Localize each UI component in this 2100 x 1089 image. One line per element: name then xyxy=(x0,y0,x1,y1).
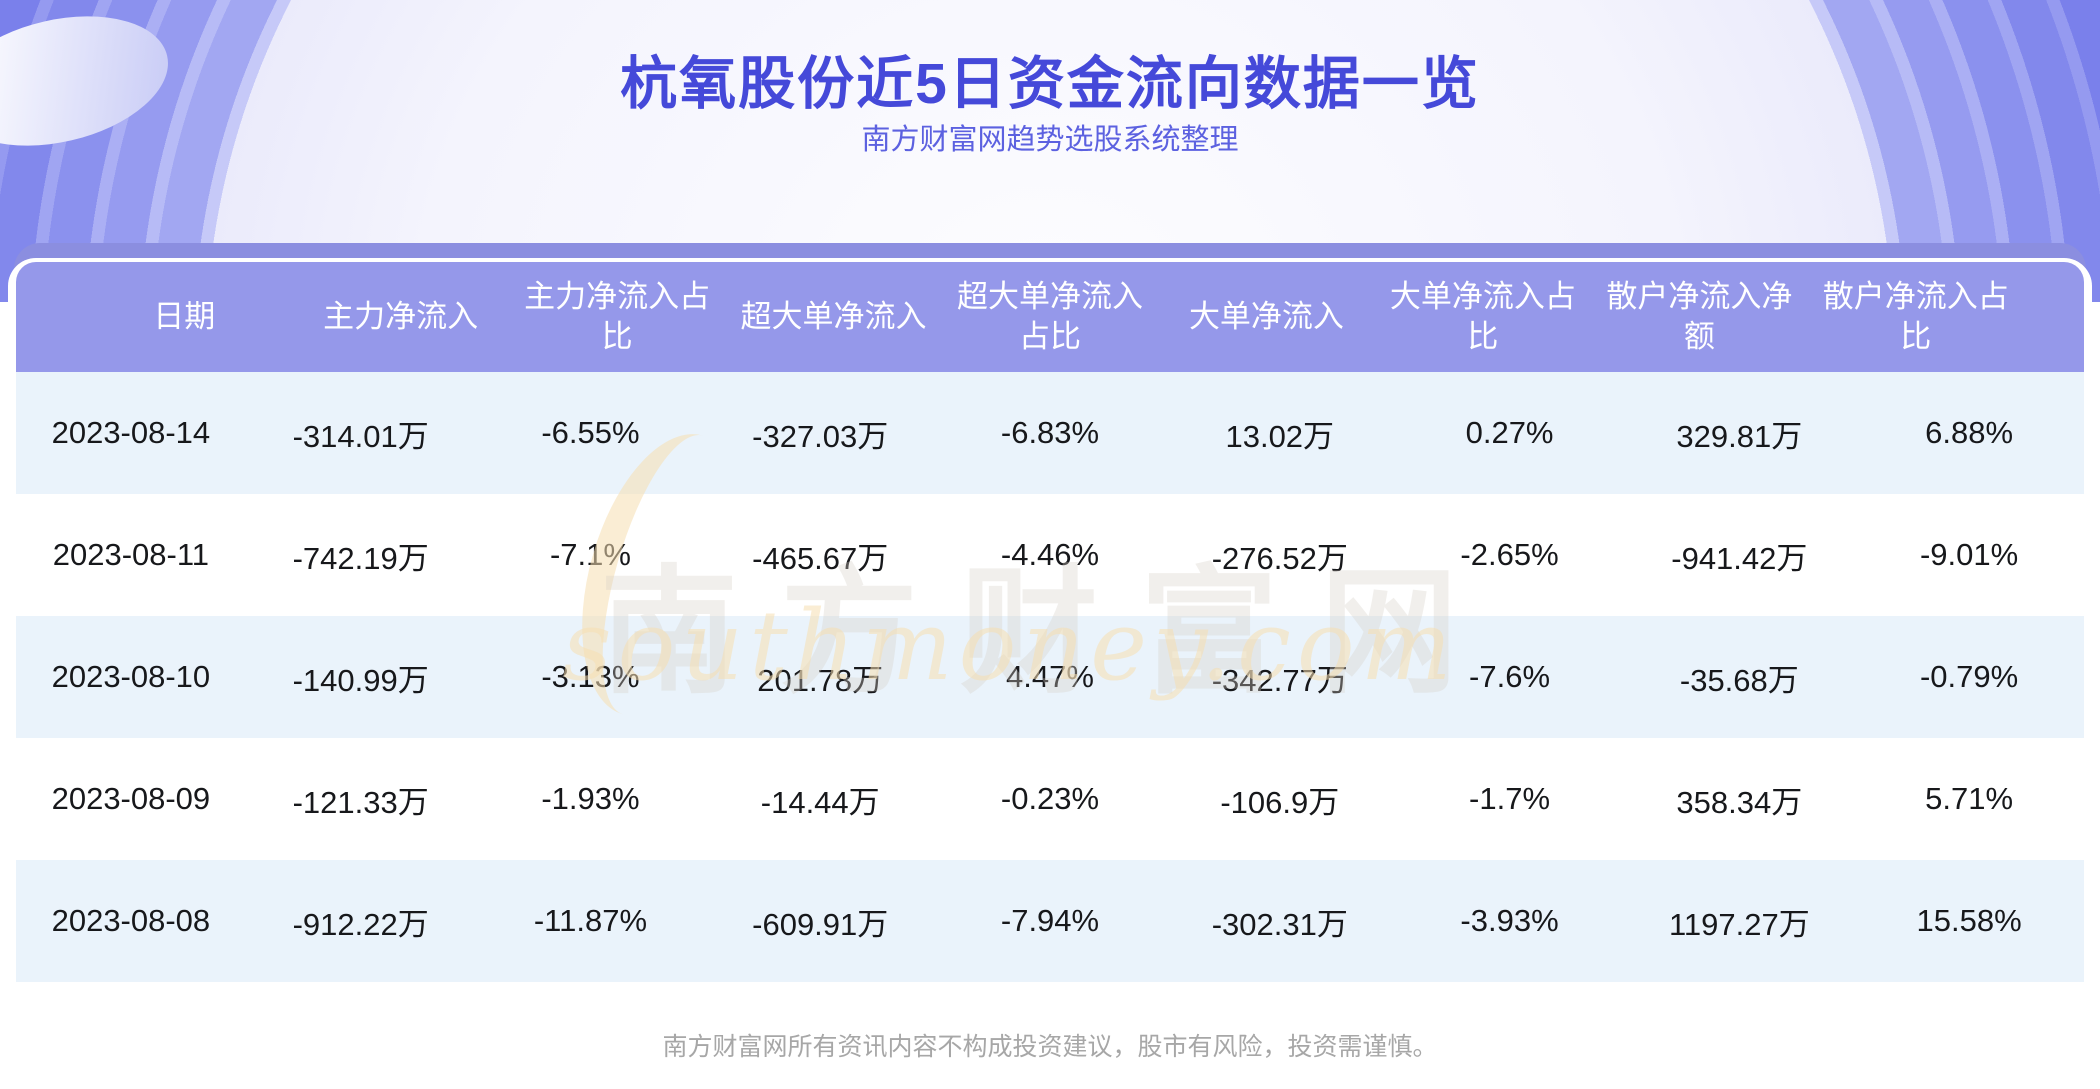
cell-value: -302.31万 xyxy=(1211,906,1348,942)
cell-value: -465.67万 xyxy=(752,540,889,576)
cell-value: 201.78万 xyxy=(757,662,884,698)
cell-value: -121.33万 xyxy=(292,784,429,820)
cell-value: -327.03万 xyxy=(752,418,889,454)
cell-value: 5.71% xyxy=(1925,781,2014,816)
cell-date: 2023-08-10 xyxy=(51,659,211,694)
cell-value: 15.58% xyxy=(1916,903,2022,938)
column-header-date: 日期 xyxy=(153,298,216,334)
table-row: 2023-08-08 -912.22万 -11.87% -609.91万 -7.… xyxy=(16,860,2084,982)
cell-date: 2023-08-14 xyxy=(51,415,211,450)
cell-value: -912.22万 xyxy=(292,906,429,942)
table-header-row: 日期 主力净流入 主力净流入占比 超大单净流入 超大单净流入占比 大单净流入 大… xyxy=(16,262,2084,372)
column-header-xl-order-net-inflow-pct: 超大单净流入占比 xyxy=(956,278,1143,354)
cell-value: -106.9万 xyxy=(1220,784,1340,820)
column-header-xl-order-net-inflow: 超大单净流入 xyxy=(740,298,927,334)
page-subtitle: 南方财富网趋势选股系统整理 xyxy=(861,124,1239,156)
cell-value: 13.02万 xyxy=(1225,418,1335,454)
column-header-main-net-inflow: 主力净流入 xyxy=(323,298,479,334)
cell-value: -35.68万 xyxy=(1679,662,1799,698)
cell-value: -1.93% xyxy=(541,781,640,816)
cell-value: 1197.27万 xyxy=(1668,906,1810,942)
cell-value: -742.19万 xyxy=(292,540,429,576)
cell-value: -140.99万 xyxy=(292,662,429,698)
cell-value: 0.27% xyxy=(1465,415,1554,450)
cell-value: -2.65% xyxy=(1460,537,1559,572)
cell-date: 2023-08-11 xyxy=(52,537,210,572)
table-row: 2023-08-09 -121.33万 -1.93% -14.44万 -0.23… xyxy=(16,738,2084,860)
table-row: 2023-08-11 -742.19万 -7.1% -465.67万 -4.46… xyxy=(16,494,2084,616)
cell-value: -0.23% xyxy=(1000,781,1100,816)
cell-value: -9.01% xyxy=(1919,537,2019,572)
cell-value: -7.6% xyxy=(1469,659,1551,694)
cell-value: -3.93% xyxy=(1460,903,1559,938)
cell-value: -6.55% xyxy=(541,415,640,450)
cell-value: -7.94% xyxy=(1000,903,1100,938)
table-row: 2023-08-14 -314.01万 -6.55% -327.03万 -6.8… xyxy=(16,372,2084,494)
cell-value: -1.7% xyxy=(1469,781,1551,816)
cell-value: -314.01万 xyxy=(292,418,429,454)
cell-value: -276.52万 xyxy=(1211,540,1348,576)
cell-value: 6.88% xyxy=(1925,415,2014,450)
column-header-retail-net-inflow-pct: 散户净流入占比 xyxy=(1822,278,2009,354)
disclaimer-text: 南方财富网所有资讯内容不构成投资建议，股市有风险，投资需谨慎。 xyxy=(662,1033,1438,1061)
cell-value: -4.46% xyxy=(1000,537,1100,572)
cell-value: -3.13% xyxy=(541,659,640,694)
page-title: 杭氧股份近5日资金流向数据一览 xyxy=(620,52,1480,116)
column-header-retail-net-inflow: 散户净流入净额 xyxy=(1606,278,1793,354)
cell-value: -342.77万 xyxy=(1211,662,1348,698)
data-card: 日期 主力净流入 主力净流入占比 超大单净流入 超大单净流入占比 大单净流入 大… xyxy=(8,258,2092,1089)
cell-value: -6.83% xyxy=(1000,415,1100,450)
cell-date: 2023-08-08 xyxy=(51,903,211,938)
column-header-main-net-inflow-pct: 主力净流入占比 xyxy=(524,278,711,354)
cell-value: -0.79% xyxy=(1919,659,2019,694)
column-header-large-order-net-inflow-pct: 大单净流入占比 xyxy=(1389,278,1576,354)
column-header-large-order-net-inflow: 大单净流入 xyxy=(1188,298,1344,334)
cell-value: -941.42万 xyxy=(1671,540,1808,576)
cell-value: -7.1% xyxy=(549,537,631,572)
cell-date: 2023-08-09 xyxy=(51,781,211,816)
cell-value: -11.87% xyxy=(533,903,648,938)
cell-value: 4.47% xyxy=(1006,659,1094,694)
table-body: 2023-08-14 -314.01万 -6.55% -327.03万 -6.8… xyxy=(16,372,2084,982)
cell-value: 329.81万 xyxy=(1676,418,1803,454)
table-row: 2023-08-10 -140.99万 -3.13% 201.78万 4.47%… xyxy=(16,616,2084,738)
cell-value: -609.91万 xyxy=(752,906,889,942)
cell-value: 358.34万 xyxy=(1676,784,1803,820)
cell-value: -14.44万 xyxy=(760,784,880,820)
